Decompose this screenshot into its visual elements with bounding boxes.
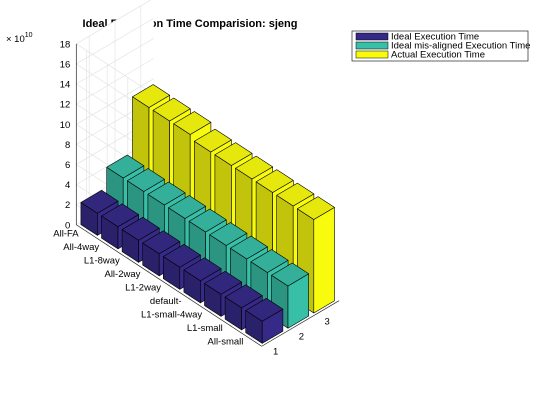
legend-swatch (355, 41, 389, 50)
z-tick-label: 12 (60, 100, 71, 111)
z-tick-label: 10 (60, 120, 71, 131)
axis-tick-labels: 024681012141618All-FAAll-4wayL1-8wayAll-… (53, 39, 330, 357)
legend-entry: Ideal mis-aligned Execution Time (391, 41, 530, 52)
category-tick-label: L1-8way (84, 256, 120, 267)
legend-entry: Ideal Execution Time (391, 32, 479, 43)
category-tick-label: L1-small-4way (141, 310, 202, 321)
z-tick-label: 2 (65, 200, 70, 211)
z-tick-label: 14 (60, 80, 71, 91)
category-tick-label: default- (150, 296, 182, 307)
category-tick-label: All-2way (104, 269, 140, 280)
series-axis-line (261, 300, 340, 347)
legend-swatch (355, 50, 389, 59)
category-tick-label: All-FA (53, 229, 79, 240)
z-tick-label: 8 (65, 140, 70, 151)
legend-swatch (355, 32, 389, 41)
z-tick-label: 18 (60, 39, 71, 50)
bars (80, 84, 335, 344)
bar (245, 297, 284, 344)
category-tick-label: All-4way (63, 242, 99, 253)
category-tick-label: All-small (208, 337, 244, 348)
series-tick-label: 2 (299, 331, 304, 342)
z-tick-label: 6 (65, 160, 70, 171)
category-tick-label: L1-2way (125, 283, 161, 294)
category-tick-label: L1-small (187, 323, 223, 334)
category-axis-line (76, 224, 262, 347)
legend-entry: Actual Execution Time (391, 50, 485, 61)
z-tick-label: 0 (65, 220, 70, 231)
series-tick-label: 3 (325, 316, 330, 327)
z-tick-label: 16 (60, 59, 71, 70)
z-tick-label: 4 (65, 180, 70, 191)
z-axis-exponent: × 1010 (6, 32, 33, 45)
series-tick-label: 1 (273, 347, 278, 358)
